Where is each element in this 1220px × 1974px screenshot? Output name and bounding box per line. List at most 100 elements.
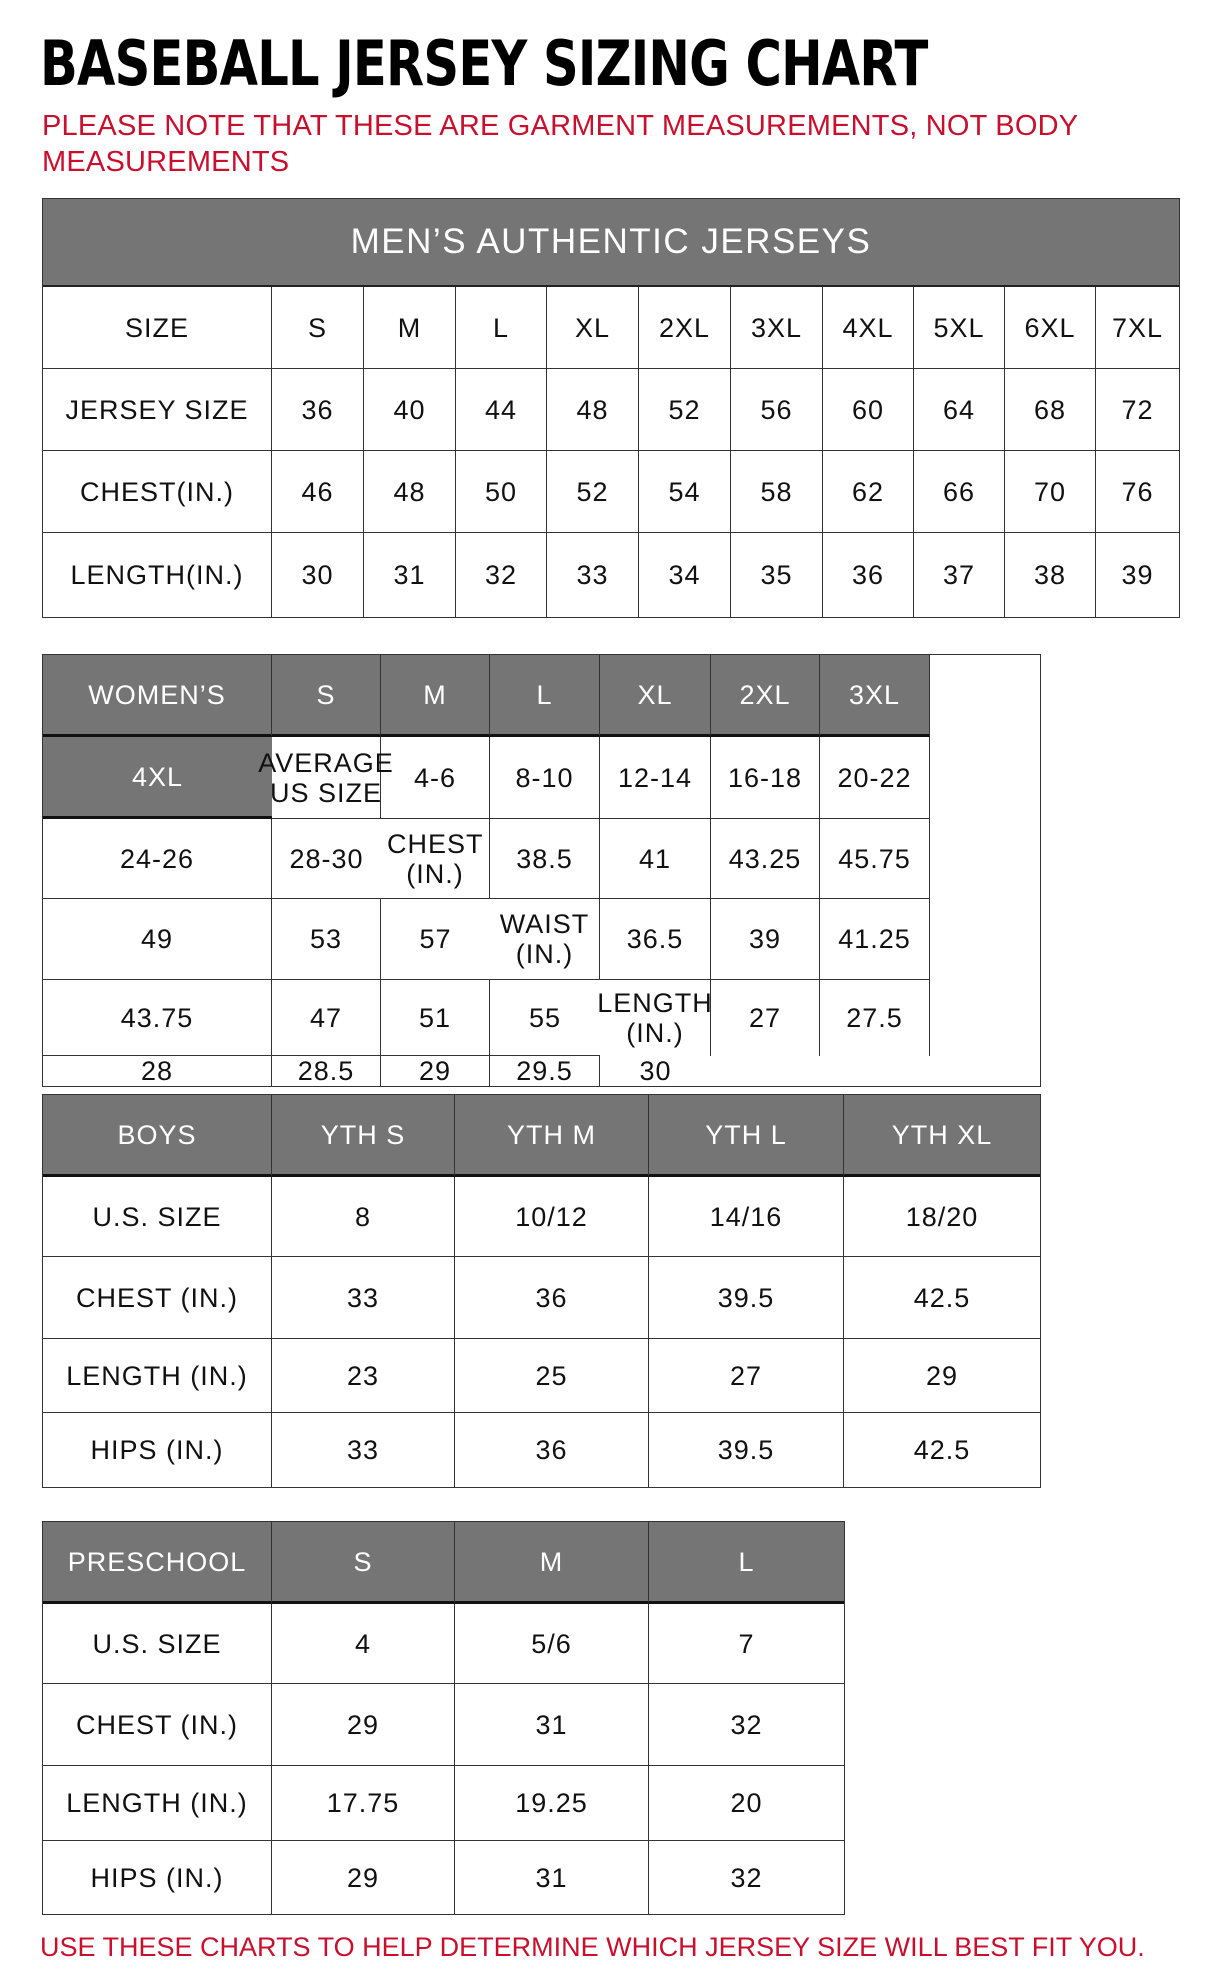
row-label: LENGTH (IN.): [597, 980, 712, 1056]
table-cell: 27: [711, 980, 820, 1056]
table-cell: 36: [455, 1257, 649, 1339]
table-cell: 41: [600, 819, 711, 899]
size-column-header: M: [381, 655, 490, 737]
size-column-header: M: [455, 1522, 649, 1604]
table-cell: 7: [649, 1604, 844, 1684]
table-cell: 28: [43, 1056, 272, 1086]
table-cell: 8-10: [490, 737, 600, 819]
table-cell: 34: [639, 533, 731, 617]
size-column-header: S: [272, 1522, 455, 1604]
row-label: CHEST(IN.): [43, 451, 272, 533]
table-cell: 28.5: [272, 1056, 381, 1086]
row-label: U.S. SIZE: [43, 1604, 272, 1684]
size-column-header: S: [272, 655, 381, 737]
size-column-header: 7XL: [1096, 287, 1179, 369]
table-cell: 56: [731, 369, 823, 451]
table-cell: 39: [1121, 560, 1154, 590]
table-header-label: WOMEN’S: [43, 655, 272, 737]
table-cell: 40: [364, 369, 456, 451]
table-cell: 76: [1096, 451, 1179, 533]
table-cell: 4-6: [381, 737, 490, 819]
table-cell: 39.5: [649, 1413, 844, 1487]
size-column-header: L: [490, 655, 600, 737]
size-column-header: 6XL: [1005, 287, 1096, 369]
table-cell: 27: [649, 1339, 844, 1413]
row-label: AVERAGE US SIZE: [258, 737, 393, 819]
table-cell: 33: [272, 1413, 455, 1487]
size-column-header: 4XL: [43, 737, 272, 819]
table-cell: 60: [823, 369, 914, 451]
row-label: JERSEY SIZE: [43, 369, 272, 451]
table-cell: 39: [711, 899, 820, 980]
table-cell: 23: [272, 1339, 455, 1413]
table-cell: 17.75: [272, 1766, 455, 1841]
table-header-label: BOYS: [43, 1095, 272, 1177]
table-cell: 43.75: [43, 980, 272, 1056]
row-label: CHEST (IN.): [43, 1257, 272, 1339]
mens-authentic-jerseys-table: MEN’S AUTHENTIC JERSEYS SIZE S M L XL 2XL 3XL 4…: [42, 198, 1180, 618]
mens-table-banner: MEN’S AUTHENTIC JERSEYS: [43, 199, 1179, 287]
table-cell: 52: [639, 369, 731, 451]
table-cell: 14/16: [649, 1177, 844, 1257]
row-label: HIPS (IN.): [43, 1841, 272, 1914]
table-cell: 68: [1005, 369, 1096, 451]
table-cell: 49: [43, 899, 272, 980]
table-cell: 29: [381, 1056, 490, 1086]
table-cell: 30: [272, 533, 364, 617]
table-cell: 46: [272, 451, 364, 533]
size-column-header: 2XL: [639, 287, 731, 369]
table-cell: 58: [731, 451, 823, 533]
table-cell: 20-22: [820, 737, 930, 819]
footer-note: USE THESE CHARTS TO HELP DETERMINE WHICH…: [40, 1932, 1145, 1962]
table-cell: 31: [364, 533, 456, 617]
table-cell: 10/12: [455, 1177, 649, 1257]
size-column-header: 2XL: [711, 655, 820, 737]
table-cell: 29: [272, 1841, 455, 1914]
table-cell: 20: [649, 1766, 844, 1841]
table-cell: 33: [547, 533, 639, 617]
size-column-header: 5XL: [914, 287, 1005, 369]
table-cell: 51: [381, 980, 490, 1056]
preschool-table-grid: PRESCHOOL S M L U.S. SIZE 4 5/6 7 CHEST (IN.) 29 3…: [43, 1522, 844, 1914]
table-cell: 8: [272, 1177, 455, 1257]
size-column-header: 3XL: [820, 655, 930, 737]
size-column-header: XL: [547, 287, 639, 369]
size-column-header: 4XL: [823, 287, 914, 369]
table-cell: 44: [456, 369, 547, 451]
table-cell: 48: [547, 369, 639, 451]
table-cell: 66: [914, 451, 1005, 533]
table-header-label: SIZE: [43, 287, 272, 369]
row-label: HIPS (IN.): [43, 1413, 272, 1487]
row-label: LENGTH (IN.): [43, 1766, 272, 1841]
size-column-header: XL: [600, 655, 711, 737]
table-cell: 19.25: [455, 1766, 649, 1841]
row-label: WAIST (IN.): [490, 899, 600, 980]
table-cell: 53: [272, 899, 381, 980]
table-cell: 4: [272, 1604, 455, 1684]
table-cell: 27.5: [820, 980, 930, 1056]
table-cell: 41.25: [820, 899, 930, 980]
table-cell: 43.25: [711, 819, 820, 899]
table-cell: 64: [914, 369, 1005, 451]
table-cell: 36: [455, 1413, 649, 1487]
table-cell: 31: [455, 1684, 649, 1766]
table-cell: 54: [639, 451, 731, 533]
garment-measurement-note: PLEASE NOTE THAT THESE ARE GARMENT MEASU…: [42, 110, 1078, 178]
table-cell: 50: [456, 451, 547, 533]
table-cell: 31: [455, 1841, 649, 1914]
table-cell: 48: [364, 451, 456, 533]
row-label: U.S. SIZE: [43, 1177, 272, 1257]
size-column-header: YTH L: [649, 1095, 844, 1177]
size-column-header: L: [456, 287, 547, 369]
size-column-header: YTH XL: [844, 1095, 1040, 1177]
table-cell: 16-18: [711, 737, 820, 819]
table-cell: 36.5: [600, 899, 711, 980]
table-cell: 37: [914, 533, 1005, 617]
size-column-header: M: [364, 287, 456, 369]
table-cell: 42.5: [913, 1435, 971, 1465]
table-cell: 5/6: [455, 1604, 649, 1684]
size-column-header: YTH M: [455, 1095, 649, 1177]
boys-table-grid: BOYS YTH S YTH M YTH L YTH XL U.S. SIZE 8 10/12…: [43, 1095, 1040, 1487]
table-cell: 28-30: [272, 819, 381, 899]
table-cell: 36: [272, 369, 364, 451]
